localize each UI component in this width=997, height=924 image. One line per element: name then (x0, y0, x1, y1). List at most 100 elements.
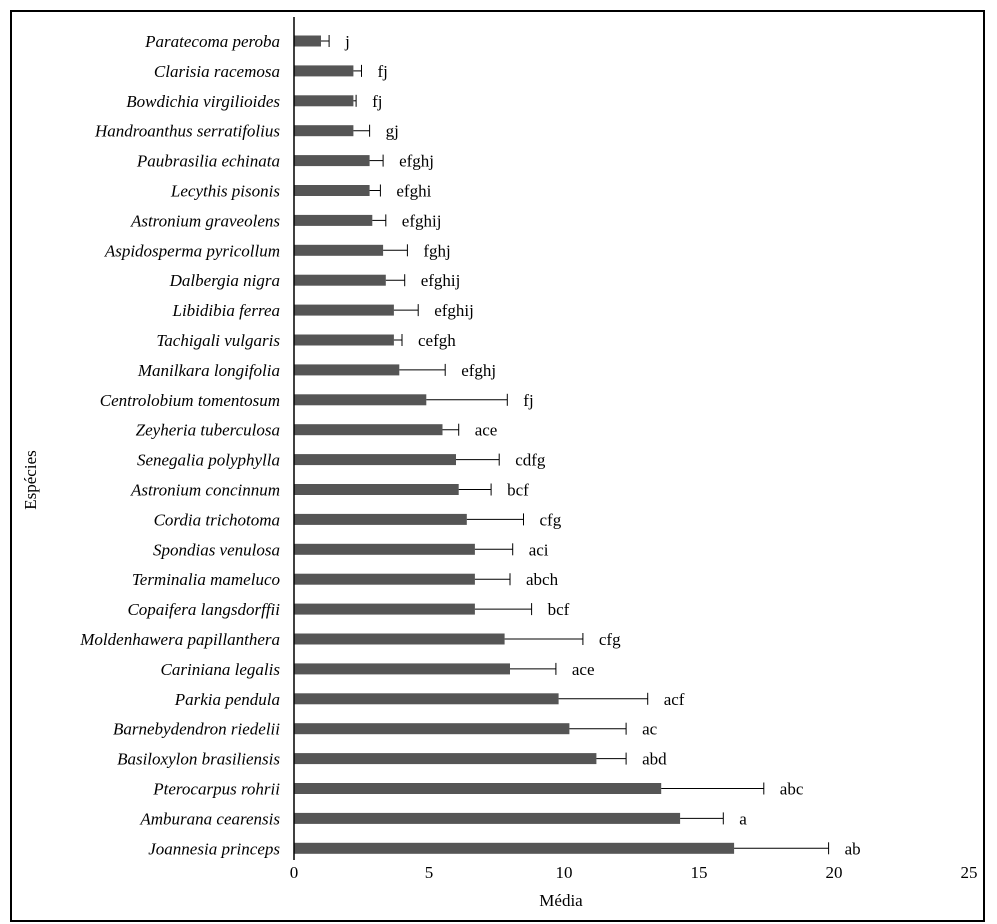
category-label: Parkia pendula (174, 690, 280, 709)
significance-letters: efghij (434, 301, 474, 320)
error-bar (474, 603, 533, 616)
category-label: Moldenhawera papillanthera (79, 630, 280, 649)
category-label: Aspidosperma pyricollum (104, 241, 280, 260)
category-label: Paratecoma peroba (144, 32, 280, 51)
bar (294, 454, 456, 466)
x-tick-labels-layer: 0 5 10 15 20 25 (290, 863, 978, 882)
error-bar (466, 513, 524, 526)
category-label: Spondias venulosa (153, 540, 280, 559)
bar (294, 543, 475, 555)
error-bar (385, 274, 406, 287)
category-label: Centrolobium tomentosum (100, 391, 280, 410)
error-bar (510, 662, 557, 675)
bars-layer (294, 35, 735, 854)
category-label: Pterocarpus rohrii (152, 780, 280, 799)
bar (294, 842, 735, 854)
error-bar (734, 842, 830, 855)
significance-letters: efghij (421, 271, 461, 290)
bar (294, 304, 394, 316)
bar (294, 603, 475, 615)
error-bar (426, 393, 508, 406)
significance-letters: cdfg (515, 451, 546, 470)
significance-letters: efghi (396, 182, 431, 201)
significance-letters: ace (475, 421, 498, 440)
significance-letters: cefgh (418, 331, 456, 350)
significance-letters: efghij (402, 211, 442, 230)
error-bars-layer (321, 35, 830, 855)
significance-letters: abd (642, 750, 667, 769)
y-axis-title: Espécies (21, 450, 40, 509)
bar (294, 35, 321, 47)
category-labels-layer: Paratecoma peroba Clarisia racemosa Bowdic… (79, 32, 280, 858)
category-label: Libidibia ferrea (171, 301, 280, 320)
bar (294, 214, 373, 226)
bar (294, 812, 681, 824)
x-tick-label: 10 (556, 863, 573, 882)
category-label: Astronium graveolens (130, 211, 280, 230)
category-label: Paubrasilia echinata (136, 152, 280, 171)
significance-letters: abch (526, 570, 559, 589)
error-bar (393, 334, 403, 346)
x-axis-title: Média (539, 891, 583, 910)
bar (294, 424, 443, 436)
bar (294, 723, 570, 735)
error-bar (442, 423, 460, 436)
chart-frame: Paratecoma peroba Clarisia racemosa Bowdic… (10, 10, 985, 922)
category-label: Clarisia racemosa (154, 62, 280, 81)
bar (294, 783, 662, 794)
bar (294, 65, 354, 77)
category-label: Bowdichia virgilioides (126, 92, 280, 111)
error-bar (369, 184, 381, 197)
error-bar (393, 304, 419, 317)
bar (294, 484, 459, 495)
significance-letters: fghj (423, 241, 450, 260)
significance-letters: cfg (540, 510, 562, 529)
error-bar (399, 363, 446, 376)
error-bar (569, 722, 627, 735)
bar (294, 693, 559, 705)
x-tick-label: 5 (425, 863, 434, 882)
significance-letters: bcf (507, 481, 529, 500)
category-label: Senegalia polyphylla (137, 451, 280, 470)
error-bar (353, 94, 357, 107)
category-label: Terminalia mameluco (132, 570, 280, 589)
significance-letters: ace (572, 660, 595, 679)
category-label: Basiloxylon brasiliensis (117, 750, 280, 769)
error-bar (353, 64, 362, 77)
bar (294, 125, 354, 137)
significance-letters: aci (529, 540, 549, 559)
error-bar (458, 483, 492, 496)
category-label: Manilkara longifolia (137, 361, 280, 380)
category-label: Barnebydendron riedelii (113, 720, 280, 739)
bar (294, 274, 386, 286)
category-label: Astronium concinnum (130, 481, 280, 500)
significance-letters: fj (372, 92, 382, 111)
significance-letters: ab (845, 839, 861, 858)
error-bar (353, 124, 371, 137)
error-bar (321, 35, 330, 47)
significance-letters: efghj (399, 152, 434, 171)
significance-letters: bcf (548, 600, 570, 619)
error-bar (369, 154, 384, 167)
bar (294, 663, 510, 675)
error-bar (558, 692, 649, 705)
category-label: Tachigali vulgaris (156, 331, 280, 350)
error-bar (661, 782, 765, 795)
significance-letters: abc (780, 780, 804, 799)
category-label: Amburana cearensis (139, 809, 280, 828)
category-label: Dalbergia nigra (169, 271, 280, 290)
error-bar (372, 214, 387, 227)
significance-letters: fj (523, 391, 533, 410)
error-bar (504, 633, 584, 645)
error-bar (383, 244, 408, 257)
bar-chart: Paratecoma peroba Clarisia racemosa Bowdic… (21, 17, 978, 910)
significance-letters: fj (378, 62, 388, 81)
bar (294, 753, 597, 765)
bar (294, 364, 400, 376)
significance-letters: efghj (461, 361, 496, 380)
x-tick-label: 20 (826, 863, 843, 882)
bar (294, 155, 370, 167)
bar (294, 95, 354, 107)
category-label: Joannesia princeps (148, 839, 280, 858)
bar (294, 513, 467, 525)
